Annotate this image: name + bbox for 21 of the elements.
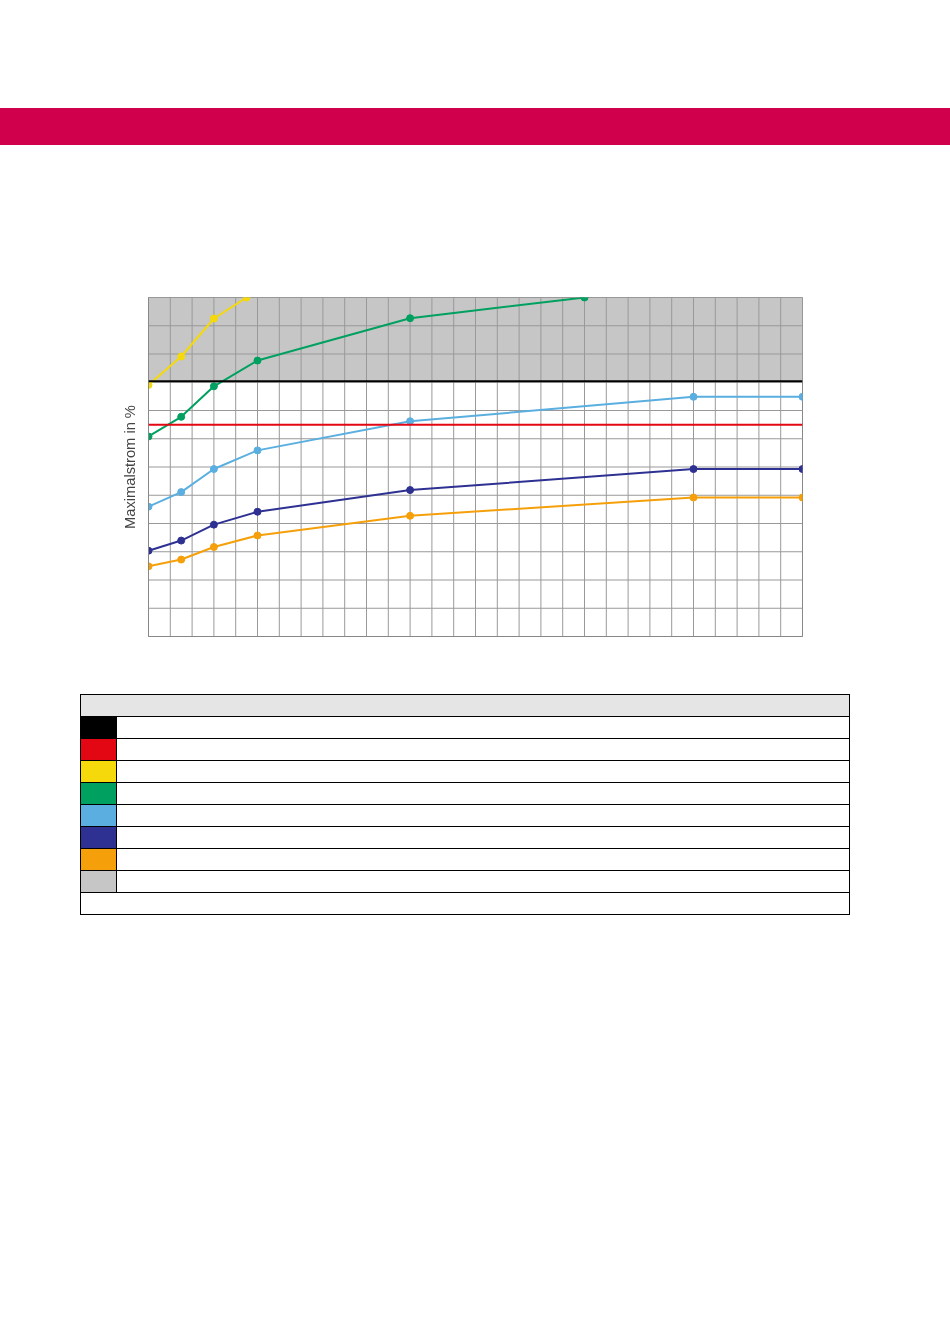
point bbox=[209, 314, 218, 323]
point bbox=[253, 507, 262, 516]
y-axis-title: Maximalstrom in % bbox=[121, 405, 138, 529]
point bbox=[253, 446, 262, 455]
point bbox=[177, 555, 186, 564]
point bbox=[177, 412, 186, 421]
point bbox=[406, 511, 415, 520]
point bbox=[177, 352, 186, 361]
point bbox=[177, 488, 186, 497]
point bbox=[406, 314, 415, 323]
point bbox=[209, 465, 218, 474]
point bbox=[209, 520, 218, 529]
point bbox=[689, 465, 698, 474]
point bbox=[406, 486, 415, 495]
point bbox=[177, 536, 186, 545]
point bbox=[253, 356, 262, 365]
point bbox=[689, 392, 698, 401]
point bbox=[209, 543, 218, 551]
point bbox=[253, 531, 262, 540]
point bbox=[209, 382, 218, 391]
point bbox=[689, 493, 698, 502]
